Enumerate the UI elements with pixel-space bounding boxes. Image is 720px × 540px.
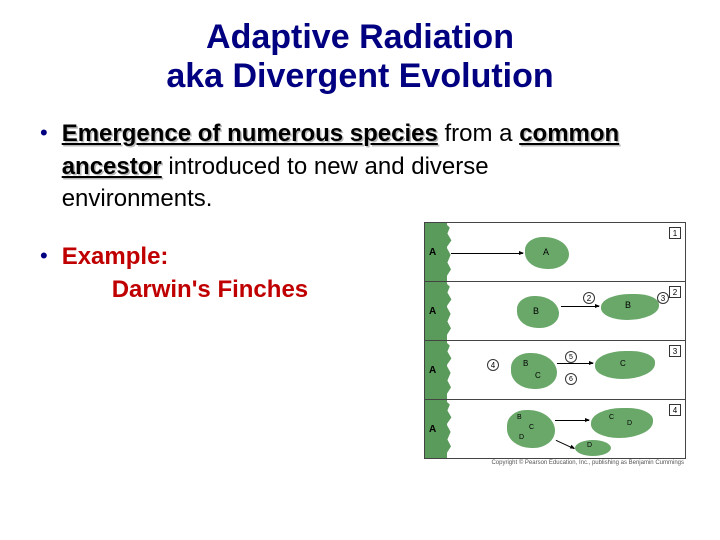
- step-num-icon: 3: [657, 292, 669, 304]
- diagram-panel-3: A 3 B C C 4 5 6: [424, 340, 686, 400]
- panel-number-2: 2: [669, 286, 681, 298]
- bullet-marker: •: [40, 118, 48, 149]
- mainland-label: A: [429, 306, 436, 317]
- speciation-diagram: A 1 A A 2 B B 2 3 A 3 B C C 4 5 6 A 4: [424, 222, 686, 466]
- arrow-icon: [555, 420, 589, 421]
- title-line-2: aka Divergent Evolution: [0, 57, 720, 96]
- slide-title: Adaptive Radiation aka Divergent Evoluti…: [0, 0, 720, 96]
- panel-number-3: 3: [669, 345, 681, 357]
- step-num-icon: 5: [565, 351, 577, 363]
- mainland-label: A: [429, 247, 436, 258]
- arrow-icon: [451, 253, 523, 254]
- arrow-icon: [557, 363, 593, 364]
- diagram-copyright: Copyright © Pearson Education, Inc., pub…: [424, 458, 686, 466]
- term-emergence: Emergence of numerous species: [62, 120, 438, 147]
- step-num-icon: 6: [565, 373, 577, 385]
- mainland-label: A: [429, 365, 436, 376]
- arrow-icon: [556, 440, 575, 449]
- arrow-icon: [561, 306, 599, 307]
- panel-number-4: 4: [669, 404, 681, 416]
- island-c-p4: [591, 408, 653, 438]
- diagram-panel-4: A 4 B C D C D D: [424, 399, 686, 459]
- panel-number-1: 1: [669, 227, 681, 239]
- diagram-panel-2: A 2 B B 2 3: [424, 281, 686, 341]
- example-text: Darwin's Finches: [62, 274, 308, 306]
- mainland-label: A: [429, 424, 436, 435]
- bullet-1: • Emergence of numerous species from a c…: [40, 118, 680, 215]
- title-line-1: Adaptive Radiation: [0, 18, 720, 57]
- diagram-panel-1: A 1 A: [424, 222, 686, 282]
- example-label: Example:: [62, 243, 169, 270]
- step-num-icon: 2: [583, 292, 595, 304]
- bullet-1-text: Emergence of numerous species from a com…: [62, 118, 632, 215]
- bullet-marker: •: [40, 241, 48, 272]
- island-b-p3: [511, 353, 557, 389]
- island-d-p4: [575, 440, 611, 456]
- example-block: Example: Darwin's Finches: [62, 241, 308, 306]
- step-num-icon: 4: [487, 359, 499, 371]
